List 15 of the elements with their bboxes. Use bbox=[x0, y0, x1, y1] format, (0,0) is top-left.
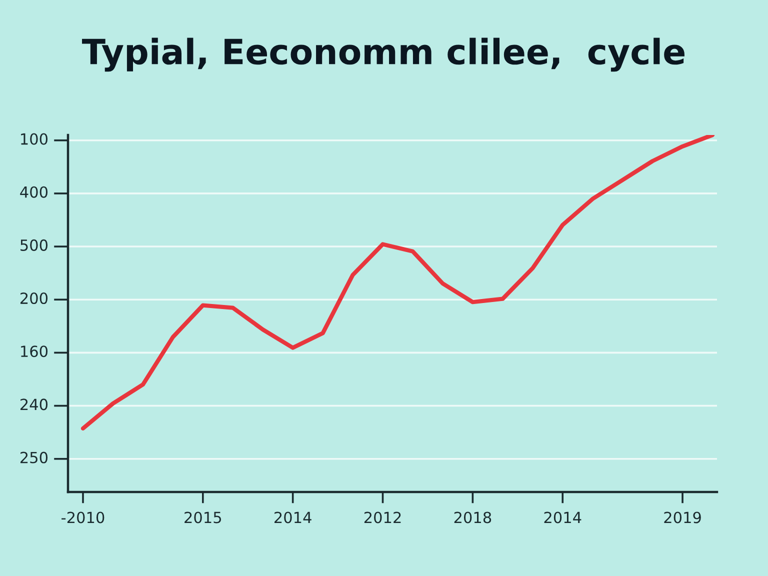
text: 200 bbox=[20, 292, 48, 304]
text: 160 bbox=[21, 346, 48, 358]
text: 500 bbox=[20, 239, 48, 251]
x-tick-label: 2014 bbox=[274, 512, 312, 524]
text: 400 bbox=[20, 186, 48, 198]
x-tick-label: 2014 bbox=[544, 512, 582, 524]
text: 250 bbox=[20, 452, 48, 464]
chart-title: Typial, Eeconomm clilee, cycle bbox=[82, 38, 684, 72]
x-tick-label: 2018 bbox=[454, 512, 492, 524]
x-tick-label: 2019 bbox=[664, 512, 701, 524]
x-tick-label: 2012 bbox=[364, 512, 401, 524]
x-tick-label: 2015 bbox=[184, 512, 221, 524]
text: 100 bbox=[21, 133, 48, 145]
x-tick-label: -2010 bbox=[62, 512, 104, 524]
text: 240 bbox=[20, 398, 48, 410]
